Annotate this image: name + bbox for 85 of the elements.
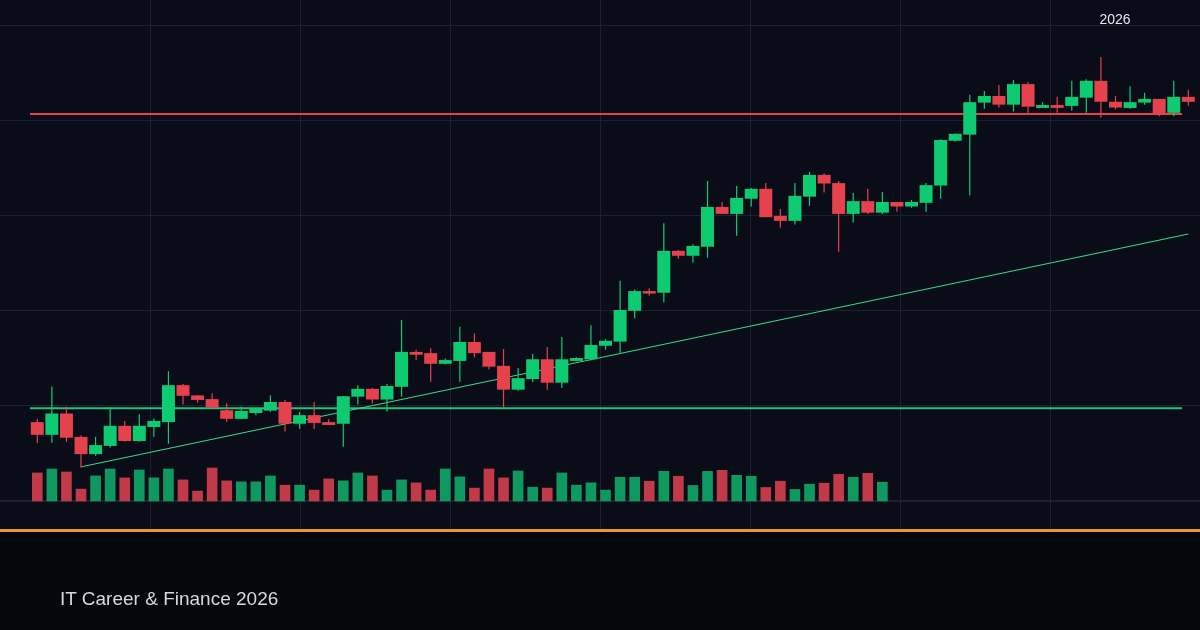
bar bbox=[483, 468, 495, 502]
candlestick bbox=[497, 348, 511, 409]
bar bbox=[439, 468, 451, 502]
bar bbox=[148, 477, 160, 502]
bar bbox=[862, 472, 874, 502]
candlestick bbox=[846, 192, 860, 224]
bar bbox=[527, 486, 539, 502]
bar bbox=[75, 488, 87, 502]
bar bbox=[396, 479, 407, 502]
bar bbox=[877, 481, 888, 502]
candlestick bbox=[220, 402, 234, 423]
bar bbox=[643, 480, 655, 502]
bar bbox=[600, 489, 611, 502]
candlestick bbox=[773, 208, 787, 229]
bar bbox=[614, 476, 626, 502]
candlestick bbox=[30, 418, 44, 444]
bar bbox=[629, 476, 640, 502]
candlestick bbox=[992, 84, 1006, 109]
bar bbox=[163, 468, 174, 502]
bar bbox=[498, 477, 509, 502]
candlestick bbox=[1167, 80, 1181, 117]
candlestick bbox=[861, 188, 875, 215]
bar bbox=[133, 469, 145, 502]
bar bbox=[833, 473, 844, 502]
candlestick bbox=[1079, 78, 1093, 114]
bar bbox=[61, 471, 72, 502]
bar bbox=[367, 475, 378, 502]
bar bbox=[469, 487, 480, 502]
candlestick bbox=[278, 399, 292, 433]
bar bbox=[192, 490, 203, 502]
candlestick bbox=[103, 406, 117, 449]
candlestick bbox=[74, 434, 88, 469]
bar bbox=[46, 468, 58, 502]
bar bbox=[556, 472, 568, 502]
bar bbox=[789, 489, 801, 502]
bar bbox=[294, 484, 305, 502]
bar bbox=[760, 487, 772, 502]
bar bbox=[119, 477, 131, 502]
candlestick bbox=[118, 420, 132, 443]
text: IT Career & Finance 2026 bbox=[60, 588, 279, 610]
bar bbox=[177, 479, 189, 502]
candlestick bbox=[380, 383, 394, 413]
bar bbox=[658, 470, 670, 502]
bar bbox=[775, 480, 786, 502]
bar bbox=[687, 485, 699, 502]
bar bbox=[745, 475, 757, 502]
bar bbox=[731, 474, 742, 502]
candlestick bbox=[686, 243, 700, 264]
bar bbox=[454, 476, 466, 502]
candlestick bbox=[540, 346, 554, 391]
candlestick bbox=[89, 436, 103, 457]
bar bbox=[250, 481, 262, 502]
candlestick bbox=[817, 172, 831, 194]
bar bbox=[410, 482, 422, 502]
bar bbox=[265, 475, 276, 502]
candlestick bbox=[1065, 80, 1079, 112]
candlestick bbox=[45, 385, 59, 444]
bar bbox=[804, 483, 815, 502]
bar bbox=[512, 470, 524, 502]
bar bbox=[716, 469, 728, 502]
bar bbox=[221, 480, 233, 502]
bar bbox=[31, 472, 43, 502]
candlestick bbox=[1006, 79, 1020, 113]
bar bbox=[206, 467, 218, 502]
bar bbox=[352, 472, 364, 502]
bar bbox=[673, 475, 684, 502]
candlestick bbox=[744, 187, 758, 208]
bar bbox=[818, 482, 830, 502]
text: 2026 bbox=[1099, 10, 1131, 27]
bar bbox=[425, 489, 437, 502]
candlestick bbox=[875, 191, 889, 215]
bar bbox=[235, 481, 247, 502]
bar bbox=[541, 487, 553, 502]
bar bbox=[104, 468, 116, 502]
bar bbox=[571, 484, 582, 502]
bar bbox=[847, 476, 859, 502]
candlestick bbox=[730, 185, 744, 237]
candlestick bbox=[803, 171, 817, 207]
candlestick bbox=[555, 336, 569, 389]
bar bbox=[702, 470, 713, 502]
bar bbox=[279, 484, 291, 502]
bar bbox=[323, 478, 335, 502]
bar bbox=[337, 480, 349, 502]
bar bbox=[90, 475, 101, 502]
bar bbox=[585, 482, 597, 502]
